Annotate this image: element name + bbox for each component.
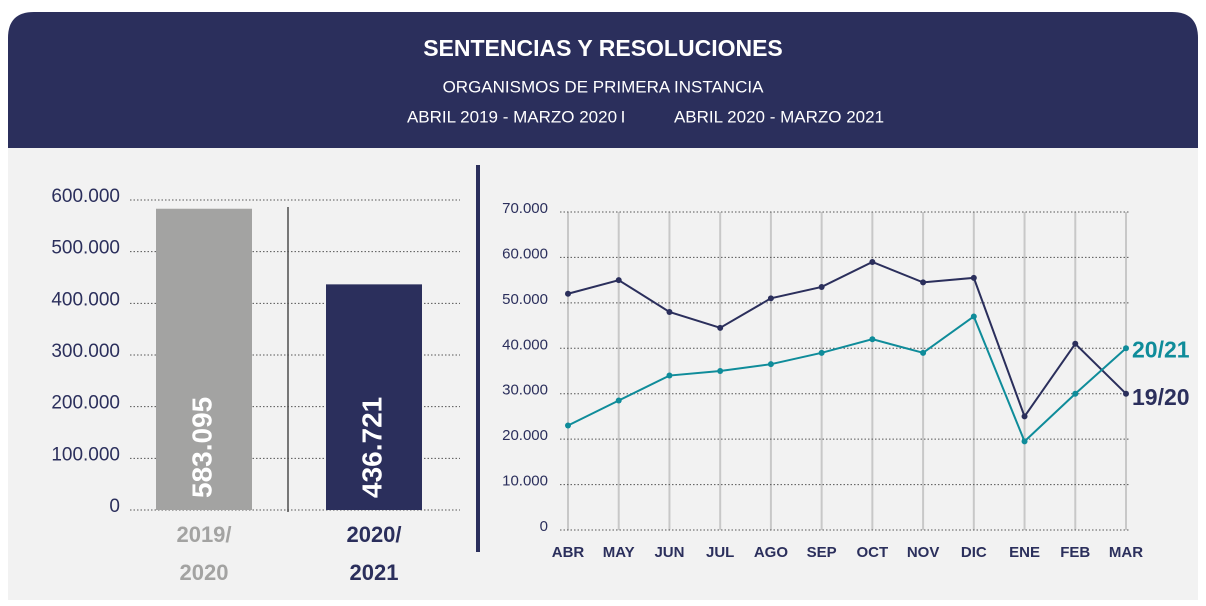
y-tick-label: 400.000 bbox=[51, 289, 120, 310]
x-tick-label: JUL bbox=[706, 544, 734, 561]
y-tick-label: 20.000 bbox=[502, 427, 548, 444]
point bbox=[818, 349, 825, 356]
point bbox=[565, 422, 571, 429]
bar bbox=[156, 208, 252, 510]
title: SENTENCIAS Y RESOLUCIONES bbox=[423, 35, 783, 61]
point bbox=[1021, 438, 1028, 445]
x-tick-label: MAY bbox=[603, 544, 635, 561]
point bbox=[767, 295, 774, 302]
x-tick-label: OCT bbox=[857, 544, 889, 561]
y-tick-label: 600.000 bbox=[51, 186, 120, 207]
x-tick-label: 2020 bbox=[180, 560, 229, 585]
period: ABRIL 2020 - MARZO 2021 bbox=[674, 107, 884, 126]
value-label: 583.095 bbox=[186, 397, 217, 498]
point bbox=[1123, 390, 1129, 397]
y-tick-label: 300.000 bbox=[51, 341, 120, 362]
x-tick-label: SEP bbox=[807, 544, 837, 561]
point bbox=[1072, 340, 1079, 347]
series-label: 20/21 bbox=[1132, 336, 1190, 362]
point bbox=[869, 336, 876, 343]
separator: I bbox=[621, 107, 626, 126]
header-band bbox=[8, 12, 1198, 148]
x-tick-label: DIC bbox=[961, 544, 987, 561]
point bbox=[717, 324, 724, 331]
x-tick-label: AGO bbox=[754, 544, 789, 561]
y-tick-label: 60.000 bbox=[502, 245, 548, 262]
x-tick-label: ENE bbox=[1009, 544, 1040, 561]
point bbox=[615, 397, 622, 404]
x-tick-label: JUN bbox=[654, 544, 684, 561]
x-tick-label: 2020/ bbox=[346, 522, 401, 547]
point bbox=[920, 349, 927, 356]
bar bbox=[326, 284, 422, 510]
y-tick-label: 10.000 bbox=[502, 473, 548, 490]
y-tick-label: 500.000 bbox=[51, 238, 120, 259]
point bbox=[920, 279, 927, 286]
point bbox=[767, 361, 774, 368]
point bbox=[666, 372, 673, 379]
y-tick-label: 200.000 bbox=[51, 393, 120, 414]
point bbox=[818, 283, 825, 290]
x-tick-label: ABR bbox=[552, 544, 585, 561]
y-tick-label: 50.000 bbox=[502, 291, 548, 308]
point bbox=[1072, 390, 1079, 397]
series-line bbox=[567, 260, 1127, 419]
point bbox=[565, 290, 571, 297]
x-tick-label: 2021 bbox=[350, 560, 399, 585]
y-tick-label: 40.000 bbox=[502, 336, 548, 353]
y-tick-label: 30.000 bbox=[502, 382, 548, 399]
x-tick-label: FEB bbox=[1060, 544, 1090, 561]
value-label: 436.721 bbox=[356, 397, 387, 498]
x-tick-label: MAR bbox=[1109, 544, 1143, 561]
subtitle: ORGANISMOS DE PRIMERA INSTANCIA bbox=[443, 77, 765, 96]
y-tick-label: 100.000 bbox=[51, 444, 120, 465]
x-tick-label: NOV bbox=[907, 544, 940, 561]
y-tick-label: 0 bbox=[540, 518, 548, 535]
point bbox=[666, 308, 673, 315]
point bbox=[1123, 345, 1129, 352]
point bbox=[970, 313, 977, 320]
series-line bbox=[567, 314, 1127, 444]
point bbox=[1021, 413, 1028, 420]
y-tick-label: 70.000 bbox=[502, 200, 548, 217]
x-tick-label: 2019/ bbox=[176, 522, 231, 547]
y-tick-label: 0 bbox=[109, 496, 120, 517]
series-label: 19/20 bbox=[1132, 384, 1190, 410]
point bbox=[717, 368, 724, 374]
point bbox=[615, 277, 622, 284]
point bbox=[970, 274, 977, 281]
point bbox=[869, 258, 876, 265]
period: ABRIL 2019 - MARZO 2020 bbox=[407, 107, 617, 126]
